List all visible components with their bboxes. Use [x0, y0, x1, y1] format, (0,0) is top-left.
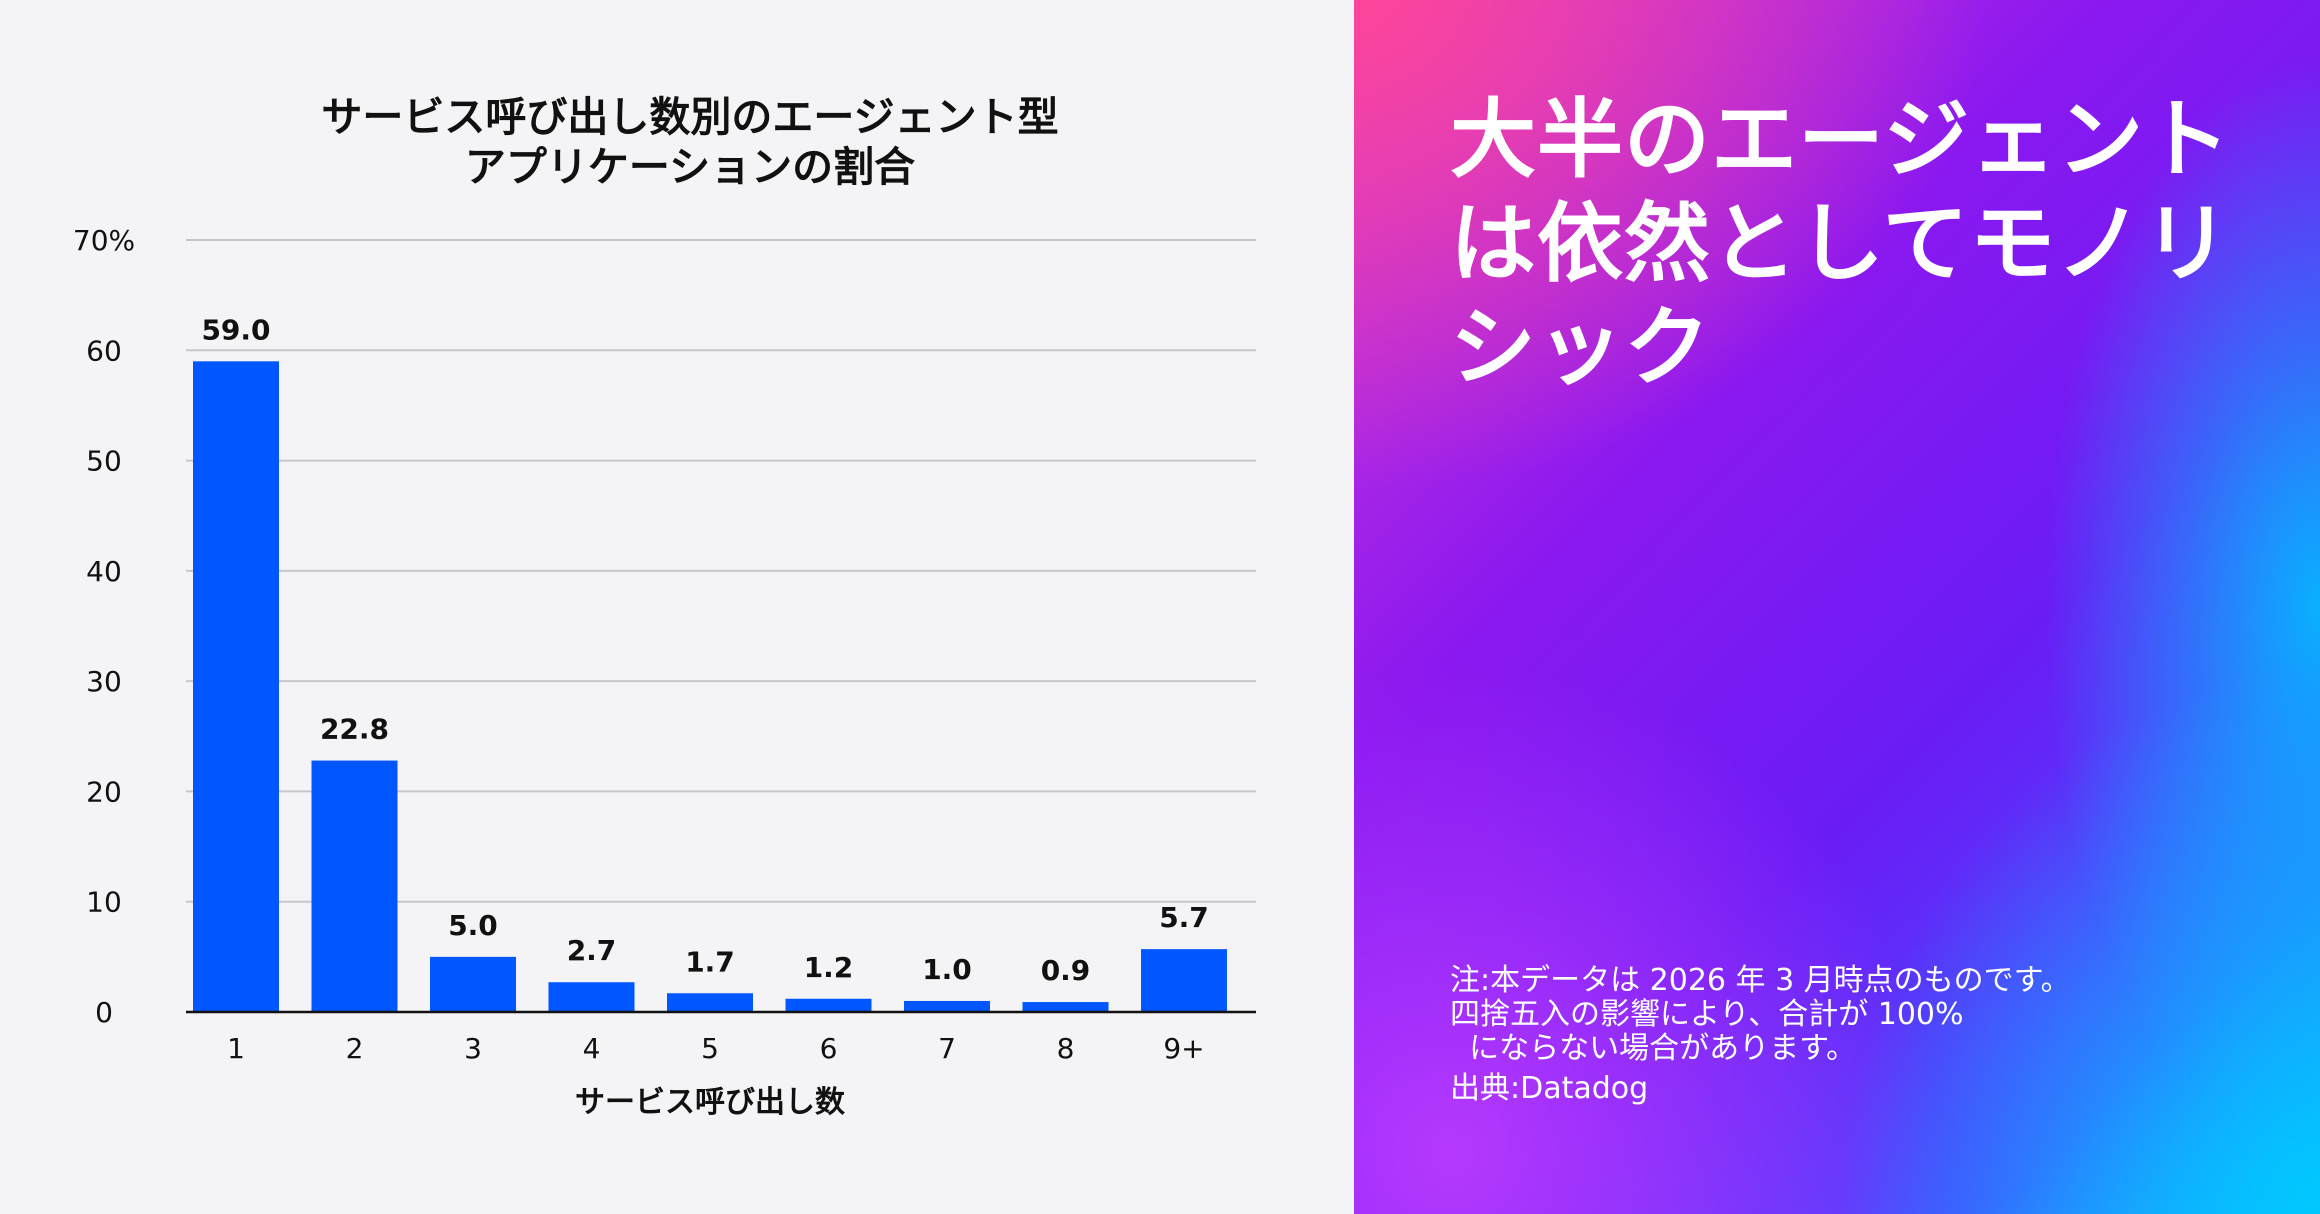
footnotes: 注:本データは 2026 年 3 月時点のものです。 四捨五入の影響により、合計…: [1450, 964, 2270, 1106]
bar: [904, 1000, 990, 1012]
x-tick-label: 1: [227, 1032, 245, 1065]
headline-line-2: は依然としてモノリ: [1450, 194, 2231, 294]
headline-line-3: シック: [1450, 298, 1711, 398]
bar: [311, 760, 398, 1012]
x-tick-label: 6: [820, 1032, 838, 1065]
bar: [430, 956, 516, 1012]
data-label: 1.2: [804, 951, 854, 984]
source-note: 出典:Datadog: [1450, 1071, 1649, 1106]
data-label: 5.0: [448, 909, 498, 942]
bar-chart: 0 10 20 30 40 50 60 70% 59.0 1 22.8 2 5.0 3 2.7 4 1.7 5 1.…: [73, 224, 1256, 1120]
data-label: 22.8: [320, 713, 389, 746]
x-tick-label: 7: [938, 1032, 956, 1065]
bar: [667, 993, 753, 1012]
data-label: 1.7: [685, 945, 735, 978]
y-tick-label: 20: [86, 775, 122, 808]
bar: [1141, 949, 1227, 1012]
data-label: 5.7: [1159, 901, 1209, 934]
note-line-2: 四捨五入の影響により、合計が 100%: [1450, 997, 1964, 1032]
data-label: 59.0: [201, 313, 270, 346]
data-label: 1.0: [922, 953, 972, 986]
y-tick-label: 50: [86, 445, 122, 478]
chart-title: サービス呼び出し数別のエージェント型 アプリケーションの割合: [150, 92, 1230, 192]
note-line-1: 注:本データは 2026 年 3 月時点のものです。: [1450, 963, 2071, 998]
bar: [548, 982, 635, 1012]
chart-title-line-2: アプリケーションの割合: [464, 143, 916, 191]
chart-title-line-1: サービス呼び出し数別のエージェント型: [321, 93, 1059, 141]
x-tick-label: 9+: [1163, 1032, 1204, 1065]
y-tick-label: 30: [86, 665, 122, 698]
data-label: 0.9: [1041, 954, 1091, 987]
bar: [1022, 1002, 1109, 1012]
x-tick-label: 5: [701, 1032, 719, 1065]
bar: [193, 361, 279, 1012]
x-tick-label: 8: [1057, 1032, 1075, 1065]
y-tick-label: 0: [95, 996, 113, 1029]
chart-panel: サービス呼び出し数別のエージェント型 アプリケーションの割合 0 10 20 30 40…: [0, 0, 1354, 1214]
x-axis-label: サービス呼び出し数: [575, 1085, 846, 1120]
y-tick-label: 70%: [73, 224, 135, 257]
x-tick-label: 4: [583, 1032, 601, 1065]
x-tick-label: 2: [346, 1032, 364, 1065]
headline-line-1: 大半のエージェント: [1450, 90, 2232, 190]
y-tick-label: 10: [86, 886, 122, 919]
note-line-3: にならない場合があります。: [1450, 1031, 1857, 1066]
bar: [785, 998, 872, 1012]
headline-panel: 大半のエージェント は依然としてモノリ シック 注:本データは 2026 年 3…: [1354, 0, 2320, 1214]
headline: 大半のエージェント は依然としてモノリ シック: [1450, 88, 2270, 400]
y-tick-label: 60: [86, 334, 122, 367]
data-label: 2.7: [567, 934, 617, 967]
x-tick-label: 3: [464, 1032, 482, 1065]
y-tick-label: 40: [86, 555, 122, 588]
